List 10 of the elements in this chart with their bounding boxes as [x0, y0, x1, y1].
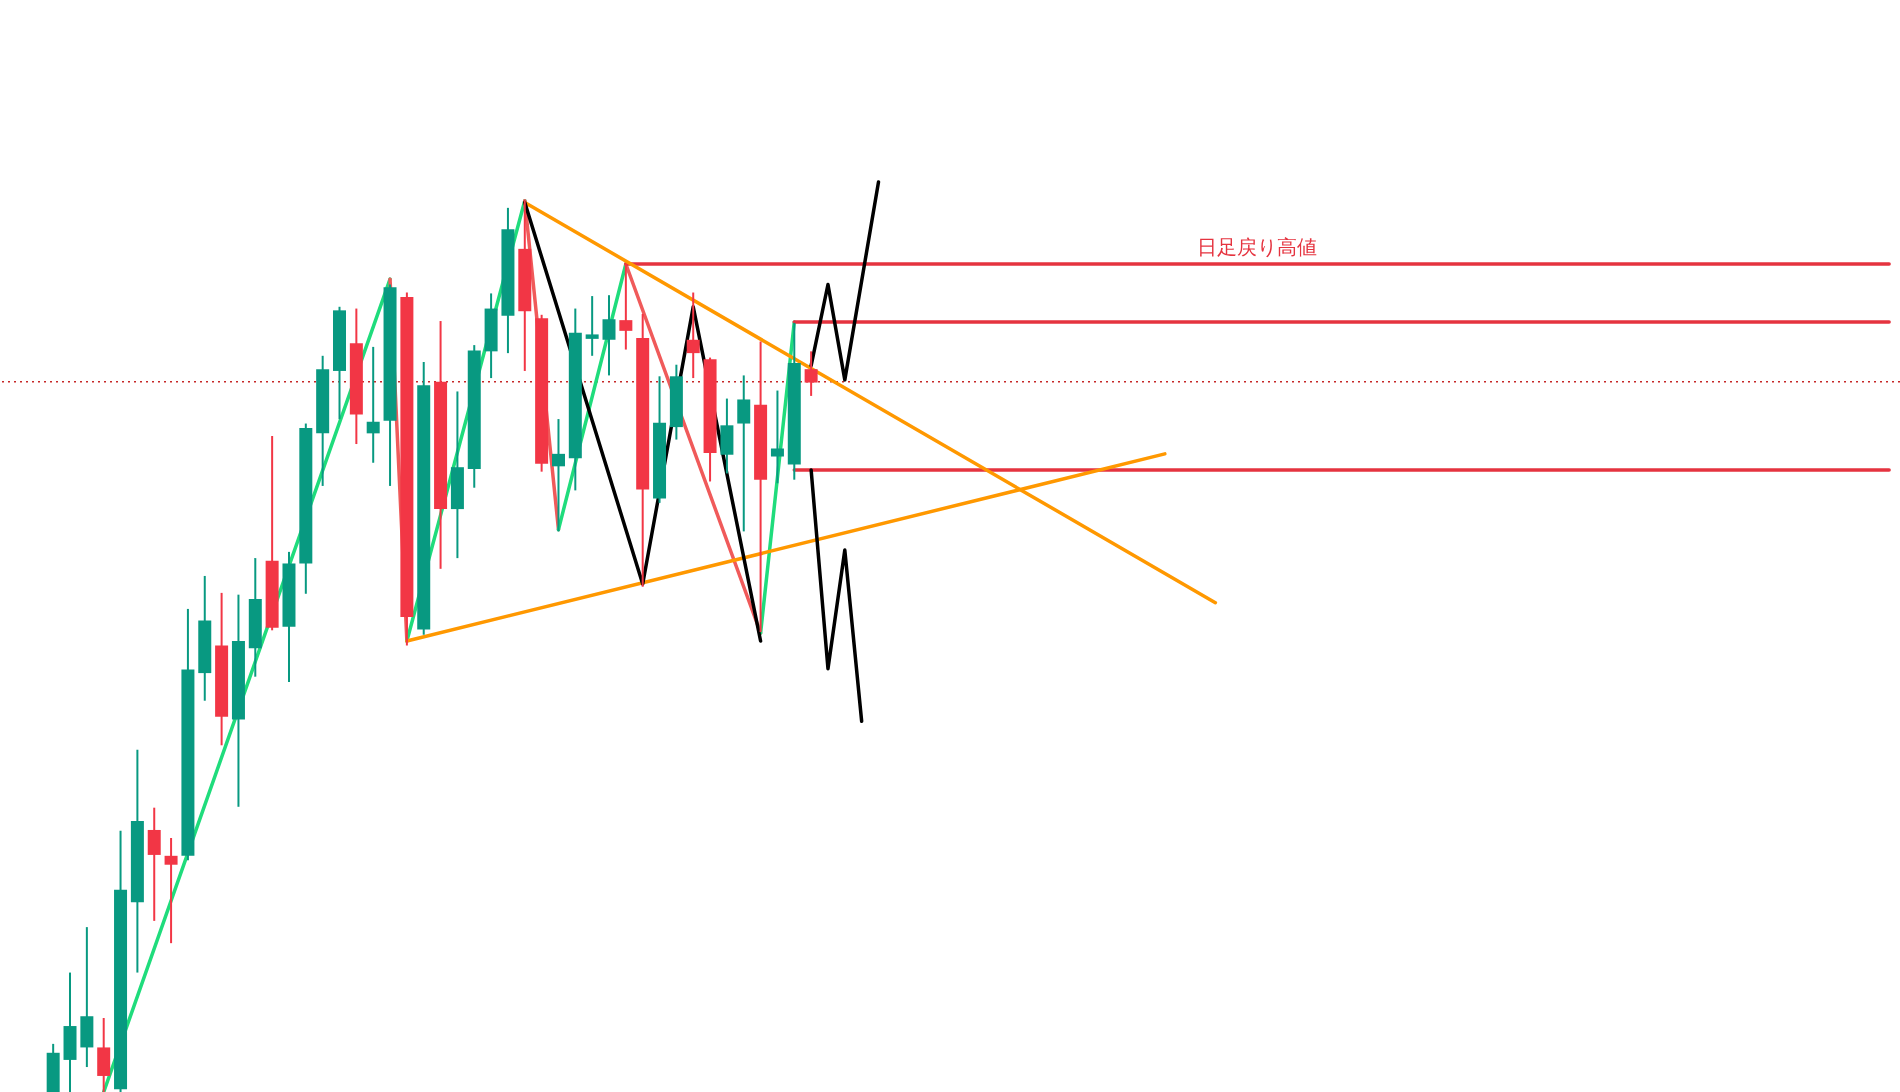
candlestick: [770, 389, 784, 485]
candlestick: [619, 263, 633, 351]
candlestick: [585, 295, 599, 357]
series-label: 日足戻り高値: [1197, 235, 1318, 259]
candlestick: [551, 418, 565, 533]
candlestick: [804, 350, 818, 397]
candlestick: [602, 294, 616, 377]
candlestick: [686, 291, 700, 380]
candlestick: [164, 836, 178, 945]
candlestick: [366, 345, 380, 464]
